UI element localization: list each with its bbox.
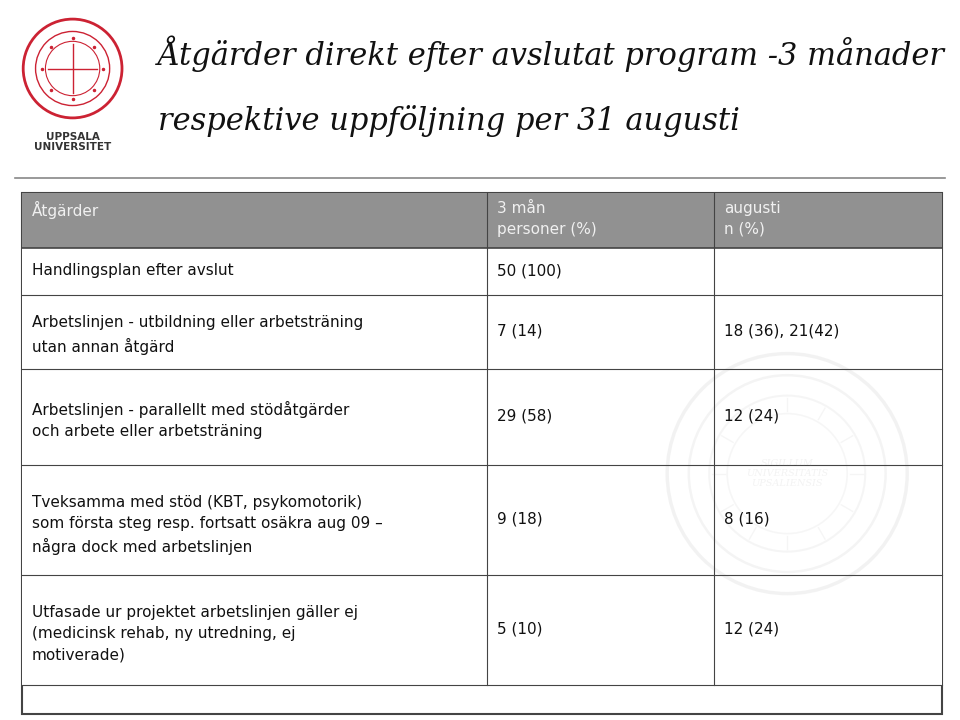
Bar [22, 295, 487, 369]
Text: augusti
n (%): augusti n (%) [724, 201, 780, 237]
Text: 3 mån
personer (%): 3 mån personer (%) [496, 201, 596, 237]
Text: Arbetslinjen - utbildning eller arbetsträning
utan annan åtgärd: Arbetslinjen - utbildning eller arbetstr… [32, 315, 363, 354]
Bar [487, 193, 714, 248]
Text: Åtgärder: Åtgärder [32, 201, 99, 219]
Text: Handlingsplan efter avslut: Handlingsplan efter avslut [32, 264, 233, 278]
Bar [22, 248, 487, 295]
Bar [22, 575, 487, 685]
Bar [487, 465, 714, 575]
Text: UNIVERSITET: UNIVERSITET [34, 142, 111, 152]
Text: 12 (24): 12 (24) [724, 622, 779, 636]
Text: 18 (36), 21(42): 18 (36), 21(42) [724, 324, 839, 338]
Bar [714, 369, 942, 465]
Text: 12 (24): 12 (24) [724, 409, 779, 424]
Bar [714, 575, 942, 685]
Text: Arbetslinjen - parallellt med stödåtgärder
och arbete eller arbetsträning: Arbetslinjen - parallellt med stödåtgärd… [32, 400, 349, 438]
Bar [22, 193, 487, 248]
Text: 7 (14): 7 (14) [496, 324, 542, 338]
Bar [22, 369, 487, 465]
Bar [487, 575, 714, 685]
Bar [487, 295, 714, 369]
Text: 9 (18): 9 (18) [496, 512, 542, 527]
Text: Åtgärder direkt efter avslutat program -3 månader: Åtgärder direkt efter avslutat program -… [158, 35, 945, 71]
Text: Utfasade ur projektet arbetslinjen gäller ej
(medicinsk rehab, ny utredning, ej
: Utfasade ur projektet arbetslinjen gälle… [32, 606, 358, 662]
Text: 29 (58): 29 (58) [496, 409, 552, 424]
Text: 5 (10): 5 (10) [496, 622, 542, 636]
Bar [22, 193, 942, 714]
Bar [714, 465, 942, 575]
Text: 8 (16): 8 (16) [724, 512, 770, 527]
Bar [487, 369, 714, 465]
Bar [22, 465, 487, 575]
Text: UPPSALA: UPPSALA [46, 132, 100, 142]
Text: 50 (100): 50 (100) [496, 264, 562, 278]
Bar [714, 193, 942, 248]
Text: respektive uppföljning per 31 augusti: respektive uppföljning per 31 augusti [158, 105, 740, 137]
Text: SIGILLUM
UNIVERSITATIS
UPSALIENSIS: SIGILLUM UNIVERSITATIS UPSALIENSIS [746, 459, 828, 488]
Text: Tveksamma med stöd (KBT, psykomotorik)
som första steg resp. fortsatt osäkra aug: Tveksamma med stöd (KBT, psykomotorik) s… [32, 495, 383, 555]
Bar [714, 295, 942, 369]
Bar [487, 248, 714, 295]
Bar [714, 248, 942, 295]
